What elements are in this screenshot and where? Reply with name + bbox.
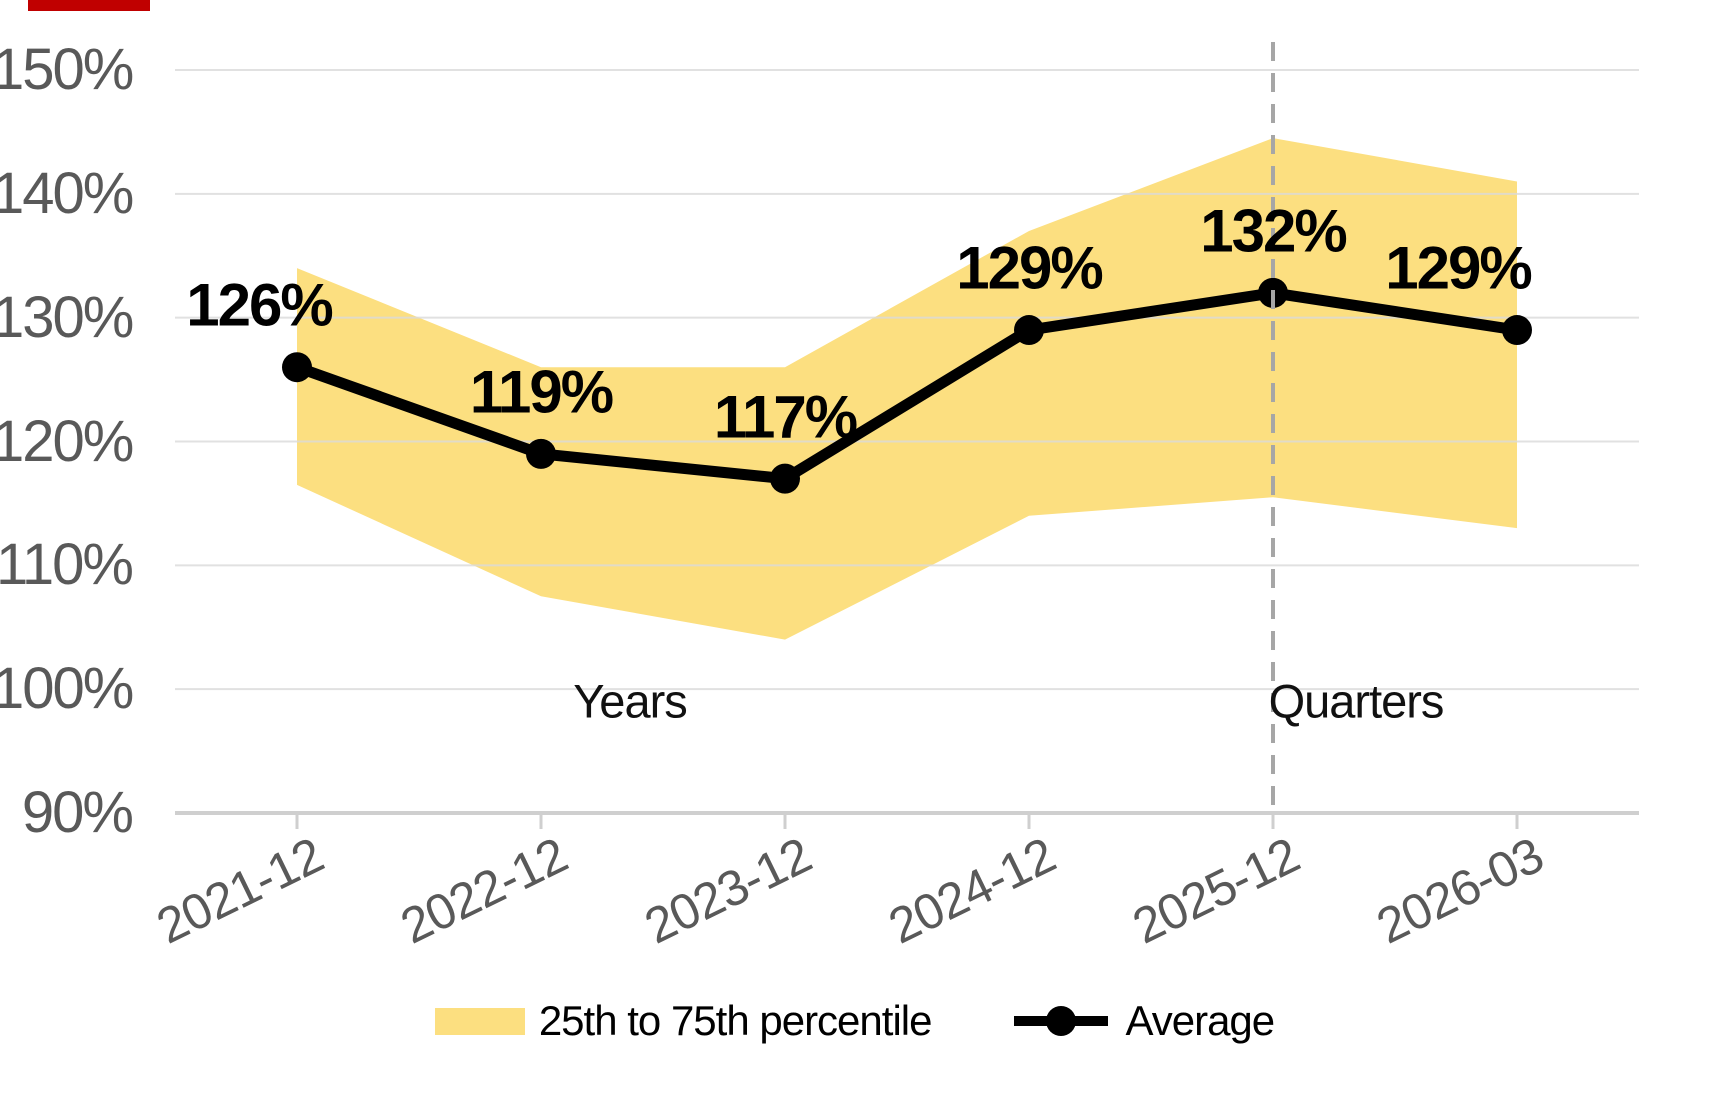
data-label: 132% bbox=[1200, 197, 1347, 265]
average-point-marker bbox=[1014, 315, 1044, 346]
y-axis-label: 150% bbox=[0, 37, 134, 102]
y-axis-label: 130% bbox=[0, 284, 134, 350]
data-label: 117% bbox=[713, 383, 858, 451]
data-label: 126% bbox=[186, 271, 333, 339]
legend: 25th to 75th percentile Average bbox=[0, 995, 1709, 1047]
average-point-marker bbox=[282, 352, 312, 383]
percentile-band-area bbox=[297, 138, 1517, 640]
y-axis-label: 140% bbox=[0, 160, 134, 226]
line-legend-label: Average bbox=[1125, 997, 1275, 1044]
data-label: 129% bbox=[956, 234, 1103, 302]
data-label: 119% bbox=[469, 358, 614, 426]
y-axis-label: 120% bbox=[0, 408, 134, 474]
band-legend-swatch bbox=[434, 1007, 525, 1035]
zone-label-quarters: Quarters bbox=[1268, 674, 1445, 728]
average-point-marker bbox=[1502, 315, 1532, 346]
zone-label-years: Years bbox=[573, 674, 687, 728]
data-label: 129% bbox=[1385, 234, 1532, 302]
line-legend-marker-icon bbox=[1014, 1006, 1109, 1036]
band-legend-label: 25th to 75th percentile bbox=[538, 997, 933, 1044]
average-line bbox=[291, 287, 1523, 485]
y-axis-label: 100% bbox=[0, 656, 134, 722]
top-accent-bar bbox=[28, 0, 150, 11]
average-point-marker bbox=[770, 463, 800, 494]
y-axis-label: 90% bbox=[21, 780, 134, 845]
y-axis-label: 110% bbox=[0, 532, 134, 598]
average-point-marker bbox=[526, 438, 556, 469]
